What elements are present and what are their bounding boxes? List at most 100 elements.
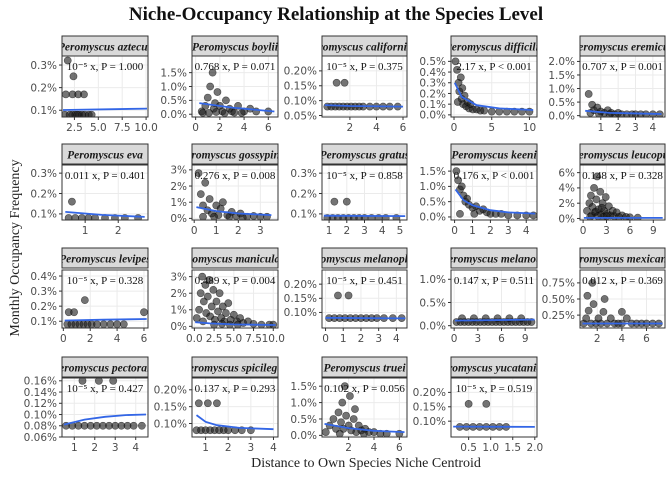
facet-18-point-13: [349, 415, 358, 423]
facet-9-y-tick-label-3: 1.0%: [419, 181, 446, 193]
facet-15-point-2: [582, 314, 591, 323]
facet-13-strip: [321, 247, 408, 269]
facet-19-point-9: [464, 400, 473, 408]
facet-17-border: [191, 377, 279, 438]
facet-4-y-tick-label-1: 0.0%: [419, 110, 446, 122]
facet-5-x-tick-label-4: 4: [650, 122, 657, 134]
facet-12-point-33: [210, 320, 218, 328]
facet-15-point-9: [599, 307, 608, 316]
facet-18-x-tick-label-1: 2: [345, 442, 352, 454]
facet-9-strip: [450, 143, 538, 165]
facet-18-point-5: [334, 408, 343, 417]
facet-15-x-tick-label-3: 6: [643, 333, 650, 345]
facet-17-trend-line: [195, 414, 274, 431]
facet-4-y-tick-label-3: 0.2%: [419, 88, 446, 100]
facet-7-x-tick-label-1: 0: [191, 225, 198, 237]
facet-10-x-tick-label-1: 0: [580, 225, 587, 237]
facet-15-y-tick-label-3: 0.75%: [542, 278, 575, 290]
facet-3-annotation: 10⁻⁵ x, P = 0.375: [326, 61, 403, 73]
facet-16-x-tick-label-2: 2: [91, 442, 98, 454]
facet-10-point-10: [596, 187, 605, 196]
facet-16-y-tick-label-3: 0.10%: [24, 409, 57, 421]
facet-11-x-tick-label-4: 6: [141, 333, 148, 345]
facet-12: Peromyscus maniculatus 0.489 x, P = 0.004…: [170, 247, 285, 345]
facet-7-y-tick-label-4: 3%: [170, 165, 187, 177]
facet-10-x-tick-label-4: 9: [650, 225, 657, 237]
facet-17-x-tick-label-3: 3: [247, 442, 254, 454]
facet-17-x-tick-label-4: 4: [270, 442, 277, 454]
facet-11-x-tick-label-1: 0: [60, 333, 67, 345]
facet-3-x-tick-label-2: 4: [373, 122, 380, 134]
facet-7-y-tick-label-3: 2%: [170, 181, 187, 193]
facet-14-x-tick-label-2: 3: [474, 333, 481, 345]
facet-11-border: [61, 269, 149, 329]
facet-2-y-tick-label-1: 0.0%: [160, 109, 187, 121]
facet-19: Peromyscus yucatanicus 10⁻⁵ x, P = 0.519 0…: [413, 356, 543, 454]
facet-5-strip-label: Peromyscus eremicus: [571, 42, 672, 54]
facet-2-point-22: [220, 109, 229, 117]
facet-14-strip-label: Peromyscus melanotis: [441, 254, 547, 266]
facet-18: Peromyscus truei 0.102 x, P = 0.056 2 4 6 0.0…: [290, 356, 408, 454]
facet-19-border: [450, 377, 538, 438]
facet-11-point-11: [113, 320, 121, 328]
facet-10-annotation: 0.148 x, P = 0.328: [582, 170, 663, 182]
facet-12-x-tick-label-3: 5.0: [225, 333, 242, 345]
facet-10-point-14: [601, 193, 610, 201]
facet-15-y-tick-label-2: 0.50%: [542, 294, 575, 306]
facet-4-x-tick-label-1: 0: [451, 122, 458, 134]
facet-2-x-tick-label-1: 0: [192, 122, 199, 134]
facet-4-strip: [450, 35, 538, 57]
facet-15-point-5: [589, 300, 598, 309]
facet-3-x-tick-label-3: 6: [400, 122, 407, 134]
facet-1-y-tick-label-3: 0.3%: [30, 60, 57, 72]
facet-4-strip-label: Peromyscus difficilis: [445, 42, 544, 54]
chart-title: Niche-Occupancy Relationship at the Spec…: [128, 4, 544, 25]
facet-6-panel: [62, 165, 148, 220]
facet-11-x-tick-label-3: 4: [114, 333, 121, 345]
facet-7: Peromyscus gossypinus 0.276 x, P = 0.008 0…: [170, 143, 291, 237]
facet-4-point-15: [480, 106, 489, 115]
facet-6-y-tick-label-2: 0.2%: [30, 188, 57, 200]
facet-11-point-12: [119, 320, 128, 328]
facet-7-y-tick-label-2: 1%: [170, 197, 187, 209]
facet-7-point-20: [199, 212, 207, 220]
facet-18-point-6: [337, 418, 345, 427]
facet-3-point-17: [340, 78, 349, 87]
facet-1-panel: [62, 56, 148, 117]
facet-7-point-4: [201, 178, 210, 187]
facet-19-strip: [450, 356, 538, 378]
facet-9-x-tick-label-1: 0: [451, 225, 458, 237]
facet-2-y-tick-label-3: 1.0%: [160, 81, 187, 93]
facet-18-point-25: [335, 429, 344, 437]
facet-16-points: [62, 378, 146, 430]
facet-9-trend-line: [454, 188, 536, 215]
facet-12-point-23: [229, 310, 238, 319]
facet-3-strip: [321, 35, 408, 57]
facet-10-y-tick-label-1: 0%: [558, 213, 575, 225]
facet-17-point-13: [203, 399, 212, 408]
facet-18-y-tick-label-4: 1.5%: [290, 381, 317, 393]
facet-13-x-tick-label-1: 0: [322, 333, 329, 345]
facet-5-y-tick-label-5: 2.0%: [548, 56, 575, 68]
facet-5-x-tick-label-2: 2: [615, 122, 622, 134]
x-axis-title: Distance to Own Species Niche Centroid: [251, 456, 481, 471]
facet-6-border: [61, 164, 149, 221]
facet-12-point-16: [215, 289, 224, 298]
facet-11-y-tick-label-2: 0.2%: [30, 301, 57, 313]
facet-4-point-5: [456, 73, 465, 82]
facet-1-point-13: [69, 72, 78, 81]
facet-9-strip-label: Peromyscus keeni: [451, 150, 537, 162]
facet-7-strip-label: Peromyscus gossypinus: [179, 150, 291, 162]
facet-16-x-tick-label-4: 4: [132, 442, 139, 454]
facet-9-annotation: 0.176 x, P < 0.001: [454, 170, 535, 182]
facet-10-point-28: [597, 203, 606, 212]
facet-1: Peromyscus aztecus 10⁻⁵ x, P = 1.000 2.5 5.…: [30, 35, 158, 134]
facet-6-y-tick-label-1: 0.1%: [30, 209, 57, 221]
facet-8-annotation: 10⁻⁵ x, P = 0.858: [326, 170, 403, 182]
facet-6-x-tick-label-2: 2: [115, 225, 122, 237]
facet-18-point-1: [322, 428, 330, 436]
facet-8: Peromyscus gratus 10⁻⁵ x, P = 0.858 1 2 3 4 5 0…: [290, 143, 408, 237]
facet-15-y-tick-label-1: 0.25%: [542, 310, 575, 322]
facet-10-y-tick-label-3: 4%: [558, 183, 575, 195]
facet-12-y-tick-label-2: 1%: [170, 305, 187, 317]
